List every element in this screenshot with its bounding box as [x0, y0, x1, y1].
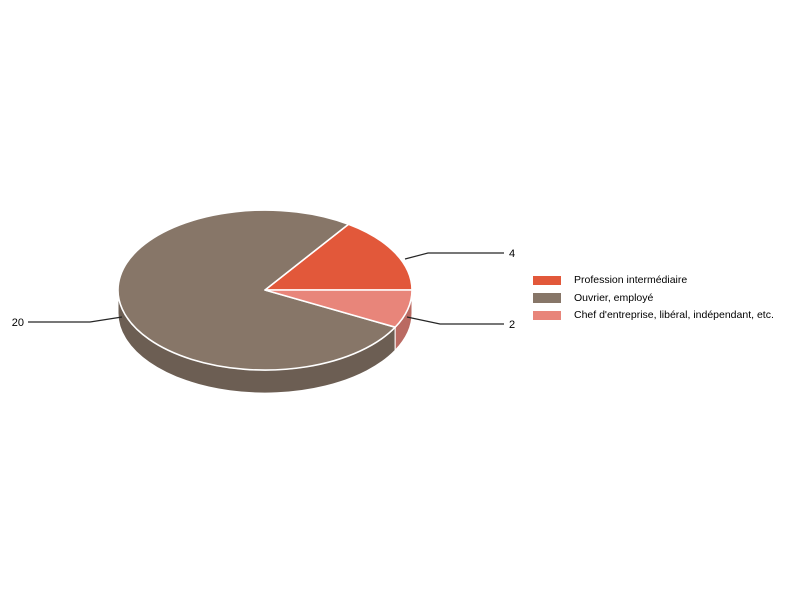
leader-line-1: [28, 316, 123, 323]
pie-slice-1[interactable]: [117, 209, 396, 371]
legend-item-2[interactable]: Chef d'entreprise, libéral, indépendant,…: [533, 309, 774, 322]
value-label-1: 20: [12, 317, 24, 329]
leader-line-0: [404, 252, 504, 260]
leader-line-2: [406, 316, 504, 325]
legend-label: Profession intermédiaire: [574, 274, 688, 286]
legend-label: Ouvrier, employé: [574, 291, 654, 304]
legend-swatch-icon: [533, 310, 561, 321]
legend: Profession intermédiaire Ouvrier, employé…: [533, 274, 774, 327]
value-label-0: 4: [509, 248, 515, 260]
pie-slice-2[interactable]: [264, 289, 413, 328]
value-label-2: 2: [509, 319, 515, 331]
legend-item-0[interactable]: Profession intermédiaire: [533, 274, 774, 287]
legend-label: Chef d'entreprise, libéral, indépendant,…: [574, 309, 774, 321]
pie-slice-0[interactable]: [264, 223, 413, 291]
legend-swatch-icon: [533, 293, 561, 303]
legend-swatch-icon: [533, 275, 561, 286]
legend-item-1[interactable]: Ouvrier, employé: [533, 292, 774, 305]
